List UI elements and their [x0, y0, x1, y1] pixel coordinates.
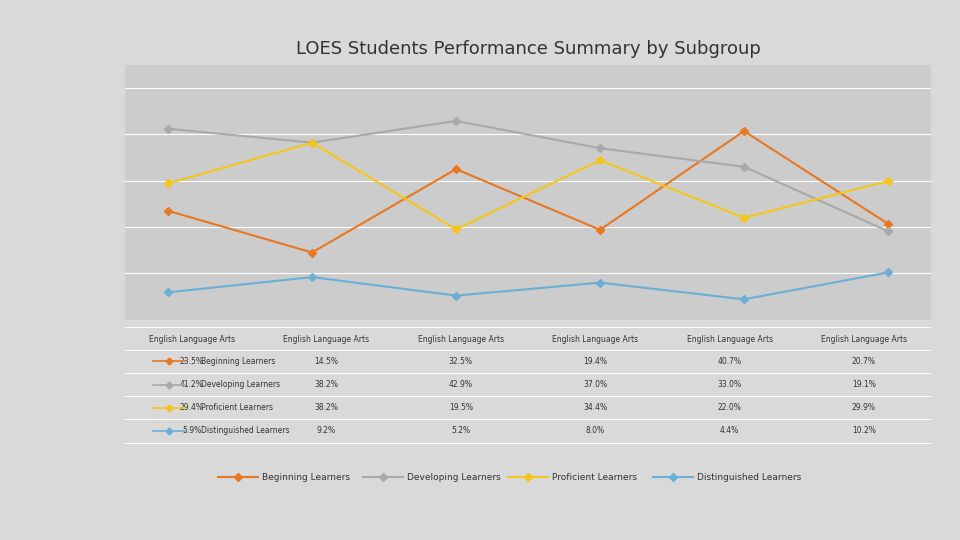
Text: 38.2%: 38.2% [315, 380, 338, 389]
Text: Developing Learners: Developing Learners [202, 380, 280, 389]
Text: Distinguished Learners: Distinguished Learners [697, 472, 802, 482]
Text: 20.7%: 20.7% [852, 357, 876, 366]
Text: 8.0%: 8.0% [586, 427, 605, 435]
Title: LOES Students Performance Summary by Subgroup: LOES Students Performance Summary by Sub… [296, 39, 760, 58]
Text: 40.7%: 40.7% [717, 357, 742, 366]
Text: 38.2%: 38.2% [315, 403, 338, 413]
Text: English Language Arts: English Language Arts [686, 335, 773, 344]
Text: 19.1%: 19.1% [852, 380, 876, 389]
Text: English Language Arts: English Language Arts [821, 335, 907, 344]
Text: 34.4%: 34.4% [583, 403, 608, 413]
Text: Proficient Learners: Proficient Learners [202, 403, 274, 413]
Text: English Language Arts: English Language Arts [283, 335, 370, 344]
Text: English Language Arts: English Language Arts [552, 335, 638, 344]
Text: English Language Arts: English Language Arts [418, 335, 504, 344]
Text: 32.5%: 32.5% [448, 357, 472, 366]
Text: 42.9%: 42.9% [448, 380, 472, 389]
Text: 22.0%: 22.0% [718, 403, 741, 413]
Text: 9.2%: 9.2% [317, 427, 336, 435]
Text: English Language Arts: English Language Arts [149, 335, 235, 344]
Text: Proficient Learners: Proficient Learners [552, 472, 637, 482]
Text: 10.2%: 10.2% [852, 427, 876, 435]
Text: 37.0%: 37.0% [583, 380, 608, 389]
Text: Distinguished Learners: Distinguished Learners [202, 427, 290, 435]
Text: 5.2%: 5.2% [451, 427, 470, 435]
Text: 4.4%: 4.4% [720, 427, 739, 435]
Text: 23.5%: 23.5% [180, 357, 204, 366]
Text: 19.5%: 19.5% [448, 403, 472, 413]
Text: 5.9%: 5.9% [182, 427, 202, 435]
Text: 33.0%: 33.0% [717, 380, 742, 389]
Text: 29.4%: 29.4% [180, 403, 204, 413]
Text: Beginning Learners: Beginning Learners [262, 472, 349, 482]
Text: 41.2%: 41.2% [180, 380, 204, 389]
Text: 19.4%: 19.4% [583, 357, 607, 366]
Text: Beginning Learners: Beginning Learners [202, 357, 276, 366]
Text: 14.5%: 14.5% [314, 357, 338, 366]
Text: Developing Learners: Developing Learners [407, 472, 501, 482]
Text: 29.9%: 29.9% [852, 403, 876, 413]
